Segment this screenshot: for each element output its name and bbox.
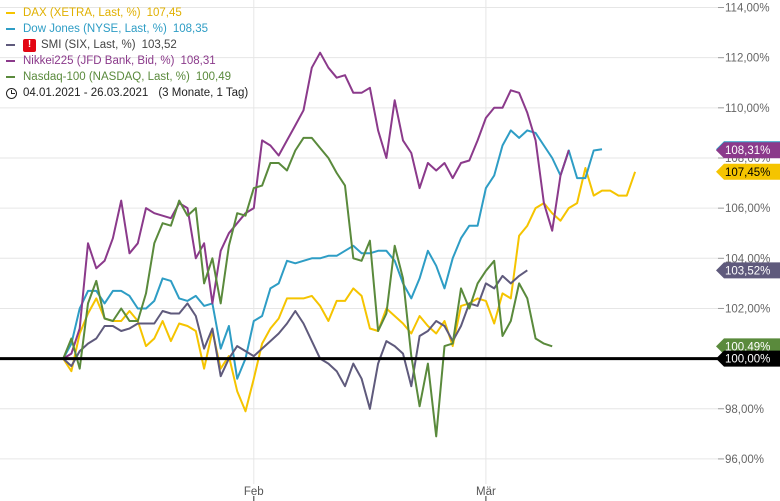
series-lines — [62, 51, 637, 438]
end-tag-baseline: 100,00% — [716, 350, 780, 367]
series-line-2 — [62, 269, 528, 410]
legend-value: 108,35 — [172, 23, 208, 35]
end-tag-3: 108,31% — [716, 142, 780, 159]
legend-swatch — [6, 12, 15, 14]
clock-icon — [6, 87, 17, 99]
legend-swatch — [6, 76, 15, 78]
series-line-3 — [62, 51, 570, 360]
date-range-row: 04.01.2021 - 26.03.2021 (3 Monate, 1 Tag) — [6, 85, 248, 101]
y-tick-label: 104,00% — [725, 253, 770, 265]
x-tick-label: Feb — [244, 486, 264, 498]
y-tick-label: 112,00% — [725, 53, 770, 65]
legend-item: DAX (XETRA, Last, %) 107,45 — [6, 5, 248, 21]
y-tick-label: 96,00% — [725, 454, 764, 466]
legend-swatch — [6, 44, 15, 46]
legend-name: Dow Jones (NYSE, Last, %) — [23, 23, 167, 35]
y-tick-label: 98,00% — [725, 404, 764, 416]
x-axis: Feb Mär — [244, 486, 496, 501]
legend-name: DAX (XETRA, Last, %) — [23, 7, 141, 19]
x-tick-label: Mär — [476, 486, 496, 498]
end-tag-4-label: 100,49% — [725, 341, 770, 353]
end-value-tags: 100,49%108,35%108,31%107,45%103,52%100,0… — [716, 141, 780, 367]
series-line-1 — [62, 129, 603, 380]
warning-icon: ! — [23, 38, 36, 52]
y-tick-label: 114,00% — [725, 3, 770, 15]
y-tick-label: 102,00% — [725, 303, 770, 315]
legend-item: Dow Jones (NYSE, Last, %) 108,35 — [6, 21, 248, 37]
end-tag-0-label: 107,45% — [725, 167, 770, 179]
series-line-0 — [62, 167, 637, 413]
legend-value: 100,49 — [195, 71, 232, 83]
y-axis: 96,00% 98,00% 100,00% 102,00% 104,00% 106,00%… — [718, 3, 770, 466]
legend-swatch — [6, 60, 15, 62]
legend-name: Nasdaq-100 (NASDAQ, Last, %) — [23, 71, 190, 83]
date-range: 04.01.2021 - 26.03.2021 — [23, 87, 149, 99]
legend-item: Nikkei225 (JFD Bank, Bid, %) 108,31 — [6, 53, 248, 69]
end-tag-2-label: 103,52% — [725, 265, 770, 277]
period-label: (3 Monate, 1 Tag) — [158, 87, 249, 99]
legend-name: Nikkei225 (JFD Bank, Bid, %) — [23, 55, 175, 67]
end-tag-2: 103,52% — [716, 262, 780, 279]
legend-item: Nasdaq-100 (NASDAQ, Last, %) 100,49 — [6, 69, 248, 85]
legend-value: 108,31 — [180, 55, 216, 67]
legend-value: 103,52 — [141, 39, 177, 51]
legend-name: SMI (SIX, Last, %) — [41, 39, 136, 51]
legend: DAX (XETRA, Last, %) 107,45 Dow Jones (NYS… — [6, 5, 248, 101]
legend-swatch — [6, 28, 15, 30]
end-tag-0: 107,45% — [716, 163, 780, 180]
legend-item: ! SMI (SIX, Last, %) 103,52 — [6, 37, 248, 53]
end-tag-4: 100,49% — [716, 338, 780, 355]
end-tag-baseline-label: 100,00% — [725, 354, 770, 366]
legend-value: 107,45 — [146, 7, 182, 19]
end-tag-3-label: 108,31% — [725, 145, 770, 157]
y-tick-label: 110,00% — [725, 103, 770, 115]
y-tick-label: 106,00% — [725, 203, 770, 215]
series-line-4 — [62, 136, 553, 438]
